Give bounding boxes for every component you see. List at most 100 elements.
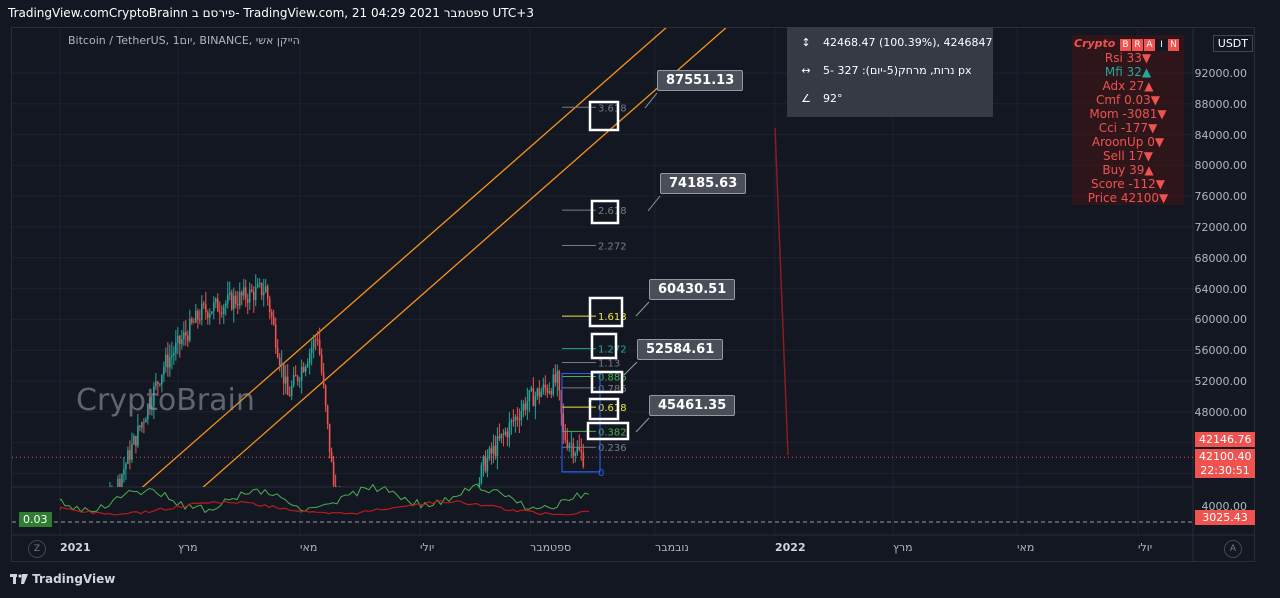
measure-price-change: 42468.47 (100.39%), 4246847 [823, 35, 993, 49]
symbol-label[interactable]: Bitcoin / TetherUS, 1יום, BINANCE, הייקן… [68, 34, 300, 47]
candle-body [125, 463, 127, 470]
price-axis[interactable]: 96 USDT 92000.0088000.0084000.0080000.00… [1195, 34, 1255, 534]
candle-body [536, 388, 539, 396]
candle-body [244, 287, 247, 300]
indicator-row-aroonup: AroonUp 0▼ [1072, 135, 1184, 149]
price-axis-label: 60000.00 [1194, 313, 1248, 327]
candle-body [387, 524, 389, 527]
candle-body [270, 312, 273, 317]
time-axis-label: מאי [1017, 541, 1035, 554]
candle-body [534, 395, 537, 407]
time-axis-label: מרץ [178, 541, 198, 554]
candle-body [169, 357, 171, 368]
candle-body [506, 431, 509, 438]
auto-scale-button[interactable]: A [1224, 540, 1242, 558]
candle-body [403, 537, 405, 541]
candle-body [341, 497, 343, 513]
candle-body [365, 514, 367, 528]
candle-body [351, 510, 353, 521]
candle-body [459, 543, 461, 551]
candle-body [522, 403, 525, 412]
candle-body [258, 282, 261, 285]
candle-body [284, 376, 287, 384]
candle-body [137, 425, 139, 446]
candle-body [234, 295, 237, 304]
indicator-row-cmf: Cmf 0.03▼ [1072, 93, 1184, 107]
candle-body [355, 523, 357, 526]
candle-body [222, 306, 225, 314]
time-axis-left-button[interactable]: Z [28, 540, 46, 558]
candle-body [65, 556, 67, 564]
candle-body [343, 501, 345, 513]
candle-body [560, 390, 563, 414]
indicator-value: -112 [1128, 177, 1156, 191]
vertical-measure-icon: ↕ [801, 35, 811, 49]
fib-level-label: 0.382 [598, 427, 627, 438]
candle-body [417, 550, 419, 552]
candle-body [175, 342, 177, 354]
candle-body [308, 352, 311, 364]
candle-body [131, 444, 133, 460]
fib-level-label: 1.272 [598, 345, 627, 356]
callout-3[interactable]: 60430.51 [649, 279, 736, 300]
candle-body [407, 538, 409, 540]
arrow-down-icon: ▼ [1155, 177, 1165, 191]
indicator-label: Adx [1102, 79, 1129, 93]
candle-body [316, 339, 319, 341]
candle-body [582, 452, 585, 467]
candle-body [548, 391, 551, 393]
window-title: TradingView.comCryptoBrainn פירסם ב- Tra… [8, 6, 534, 20]
candle-body [538, 388, 541, 397]
candle-body [242, 287, 245, 296]
candle-body [296, 376, 299, 381]
candle-body [379, 520, 381, 527]
candle-body [111, 494, 113, 495]
candle-body [496, 436, 499, 456]
candle-body [478, 482, 481, 487]
candle-body [230, 292, 233, 310]
candle-body [290, 385, 293, 397]
candle-body [179, 335, 181, 345]
candle-body [139, 425, 141, 428]
callout-2[interactable]: 74185.63 [660, 173, 747, 194]
arrow-up-icon: ▲ [1144, 79, 1154, 93]
candle-body [208, 313, 211, 318]
candle-body [228, 292, 231, 295]
candle-body [520, 411, 523, 421]
candle-body [345, 501, 347, 512]
callout-4[interactable]: 52584.61 [637, 339, 724, 360]
indicator-row-score: Score -112▼ [1072, 177, 1184, 191]
candle-body [189, 318, 191, 341]
candle-body [250, 289, 253, 292]
candle-body [530, 388, 533, 391]
candle-body [413, 544, 415, 551]
candle-body [127, 450, 129, 464]
candle-body [173, 353, 175, 356]
callout-connector [647, 195, 661, 212]
candle-body [121, 474, 123, 487]
candle-body [246, 299, 249, 303]
candle-body [191, 318, 193, 323]
measure-range: 5- נרות, מרחק(5-יום): 327 px [823, 63, 972, 77]
candle-body [488, 448, 491, 459]
candle-body [117, 478, 119, 487]
currency-badge[interactable]: USDT [1212, 35, 1253, 52]
close-price-badge: 42100.40 [1195, 449, 1255, 464]
candle-body [312, 339, 315, 348]
highlight-box [588, 397, 620, 421]
candle-body [133, 435, 135, 445]
callout-5[interactable]: 45461.35 [649, 395, 736, 416]
candle-body [274, 324, 277, 348]
candle-body [218, 311, 221, 313]
highlight-box [588, 296, 624, 328]
candle-body [457, 543, 459, 544]
callout-1[interactable]: 87551.13 [657, 70, 744, 91]
candle-body [216, 298, 219, 312]
price-axis-label: 48000.00 [1194, 405, 1248, 419]
candle-body [210, 311, 213, 314]
footer-brand[interactable]: TradingView [10, 572, 115, 586]
candle-body [467, 530, 469, 539]
